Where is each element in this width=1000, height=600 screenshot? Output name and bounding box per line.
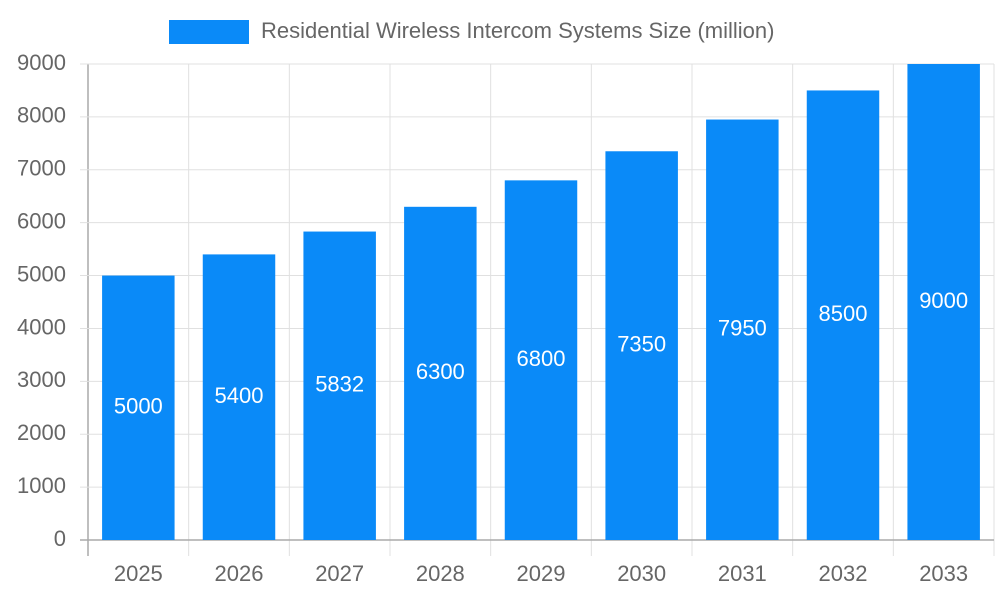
bar bbox=[504, 180, 578, 540]
y-tick-label: 8000 bbox=[17, 103, 66, 128]
x-tick-label: 2030 bbox=[617, 561, 666, 586]
data-label: 6300 bbox=[416, 359, 465, 384]
bar bbox=[202, 254, 276, 540]
x-tick-label: 2025 bbox=[114, 561, 163, 586]
data-label: 5832 bbox=[315, 372, 364, 397]
data-label: 5000 bbox=[114, 394, 163, 419]
legend-swatch bbox=[169, 20, 249, 44]
data-label: 7350 bbox=[617, 331, 666, 356]
x-tick-label: 2029 bbox=[517, 561, 566, 586]
y-tick-label: 5000 bbox=[17, 261, 66, 286]
data-label: 5400 bbox=[215, 383, 264, 408]
legend-label: Residential Wireless Intercom Systems Si… bbox=[261, 18, 774, 43]
bar bbox=[404, 206, 477, 541]
bar bbox=[806, 90, 880, 540]
x-tick-label: 2033 bbox=[919, 561, 968, 586]
y-tick-label: 9000 bbox=[17, 50, 66, 75]
x-tick-label: 2026 bbox=[215, 561, 264, 586]
y-tick-label: 6000 bbox=[17, 208, 66, 233]
x-tick-label: 2027 bbox=[315, 561, 364, 586]
y-tick-label: 2000 bbox=[17, 420, 66, 445]
bar bbox=[706, 119, 779, 541]
y-tick-label: 7000 bbox=[17, 156, 66, 181]
y-tick-label: 4000 bbox=[17, 314, 66, 339]
bar bbox=[907, 64, 980, 540]
x-tick-label: 2032 bbox=[819, 561, 868, 586]
data-label: 7950 bbox=[718, 316, 767, 341]
data-label: 8500 bbox=[819, 301, 868, 326]
y-tick-label: 3000 bbox=[17, 367, 66, 392]
x-tick-label: 2031 bbox=[718, 561, 767, 586]
data-label: 6800 bbox=[517, 346, 566, 371]
y-tick-label: 0 bbox=[54, 526, 66, 551]
bar bbox=[102, 275, 175, 540]
bar bbox=[303, 231, 376, 540]
y-tick-label: 1000 bbox=[17, 473, 66, 498]
bar bbox=[605, 151, 678, 540]
data-label: 9000 bbox=[919, 288, 968, 313]
x-tick-label: 2028 bbox=[416, 561, 465, 586]
